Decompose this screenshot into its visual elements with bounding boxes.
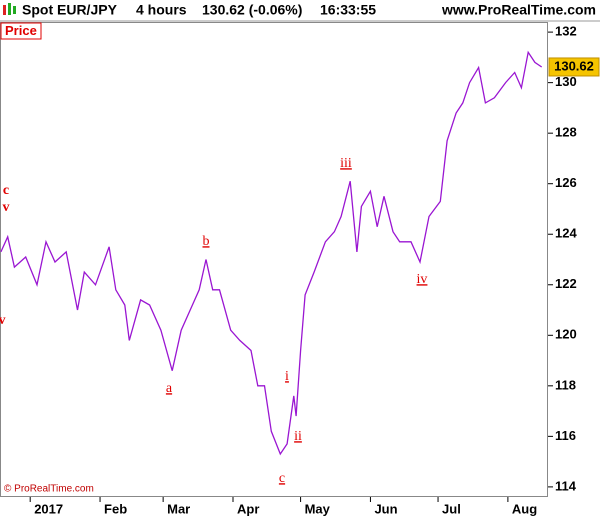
wave-label: c	[279, 471, 285, 486]
x-tick-label: May	[305, 501, 331, 516]
logo-candle	[8, 3, 11, 15]
last-price-tag	[548, 57, 600, 77]
last-price: 130.62 (-0.06%)	[202, 2, 302, 18]
wave-label: i	[285, 369, 289, 384]
y-tick-label: 118	[555, 377, 576, 392]
x-tick-label: Jun	[374, 501, 397, 516]
wave-label: b	[203, 234, 210, 249]
y-tick-label: 116	[555, 428, 576, 443]
x-tick-label: 2017	[34, 501, 63, 516]
wave-label: iv	[417, 272, 428, 287]
x-tick-label: Jul	[442, 501, 461, 516]
y-tick-label: 124	[555, 226, 577, 241]
time: 16:33:55	[320, 2, 376, 18]
price-line	[0, 50, 543, 456]
last-price-label: 130.62	[554, 58, 594, 73]
wave-label: v	[3, 200, 10, 215]
logo-candle	[3, 5, 6, 15]
symbol: Spot EUR/JPY	[22, 2, 118, 18]
x-tick-label: Apr	[237, 501, 259, 516]
x-tick-label: Feb	[104, 501, 127, 516]
wave-label: iii	[340, 156, 352, 171]
y-tick-label: 126	[555, 175, 577, 190]
y-tick-label: 120	[555, 327, 577, 342]
panel-label-box	[0, 22, 42, 40]
y-tick-label: 130	[555, 74, 577, 89]
timeframe: 4 hours	[136, 2, 187, 18]
panel-label: Price	[5, 23, 37, 38]
y-tick-label: 114	[555, 478, 577, 493]
x-tick-label: Aug	[512, 501, 537, 516]
wave-label: a	[166, 381, 173, 396]
copyright: © ProRealTime.com	[4, 484, 94, 495]
x-tick-label: Mar	[167, 501, 190, 516]
y-tick-label: 128	[555, 125, 577, 140]
y-tick-label: 122	[555, 276, 577, 291]
wave-label: c	[3, 183, 9, 198]
site: www.ProRealTime.com	[441, 2, 596, 18]
wave-label: ii	[294, 429, 302, 444]
plot-frame	[0, 22, 548, 497]
wave-label: v	[0, 313, 6, 328]
y-tick-label: 132	[555, 24, 577, 39]
logo-candle	[13, 6, 16, 14]
